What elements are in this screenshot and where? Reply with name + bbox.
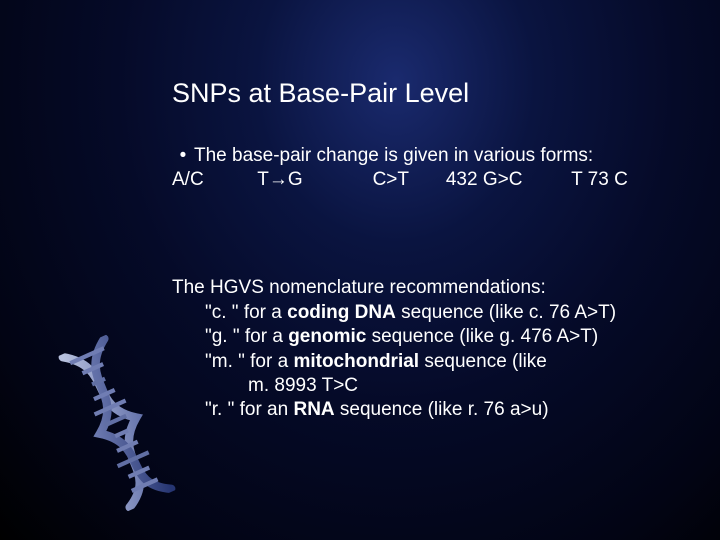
c-bold: coding DNA [287,302,396,323]
g-bold: genomic [288,326,366,347]
c-pre: "c. " for a [205,302,287,323]
hgvs-title: The HGVS nomenclature recommendations: [172,277,672,299]
m-bold: mitochondrial [293,351,419,372]
hgvs-line-g: "g. " for a genomic sequence (like g. 47… [172,325,672,349]
form-1: A/C [172,169,252,191]
r-pre: "r. " for an [205,399,293,420]
r-bold: RNA [293,399,334,420]
form-3: C>T [373,169,441,191]
form-5: T 73 C [571,169,628,191]
bullet-text: The base-pair change is given in various… [194,145,593,167]
hgvs-line-c: "c. " for a coding DNA sequence (like c.… [172,301,672,325]
r-post: sequence (like r. 76 a>u) [335,399,549,420]
form-4: 432 G>C [446,169,566,191]
slide-title: SNPs at Base-Pair Level [172,78,672,109]
g-post: sequence (like g. 476 A>T) [366,326,598,347]
bullet-row: • The base-pair change is given in vario… [172,145,672,167]
form-2: T→G [257,169,367,191]
hgvs-line-m: "m. " for a mitochondrial sequence (like [172,350,672,374]
hgvs-line-m-cont: m. 8993 T>C [172,374,672,398]
m-post: sequence (like [419,351,547,372]
hgvs-line-r: "r. " for an RNA sequence (like r. 76 a>… [172,398,672,422]
g-pre: "g. " for a [205,326,288,347]
bullet-dot: • [172,145,194,167]
m-pre: "m. " for a [205,351,293,372]
forms-row: A/C T→G C>T 432 G>C T 73 C [172,169,672,191]
c-post: sequence (like c. 76 A>T) [396,302,616,323]
